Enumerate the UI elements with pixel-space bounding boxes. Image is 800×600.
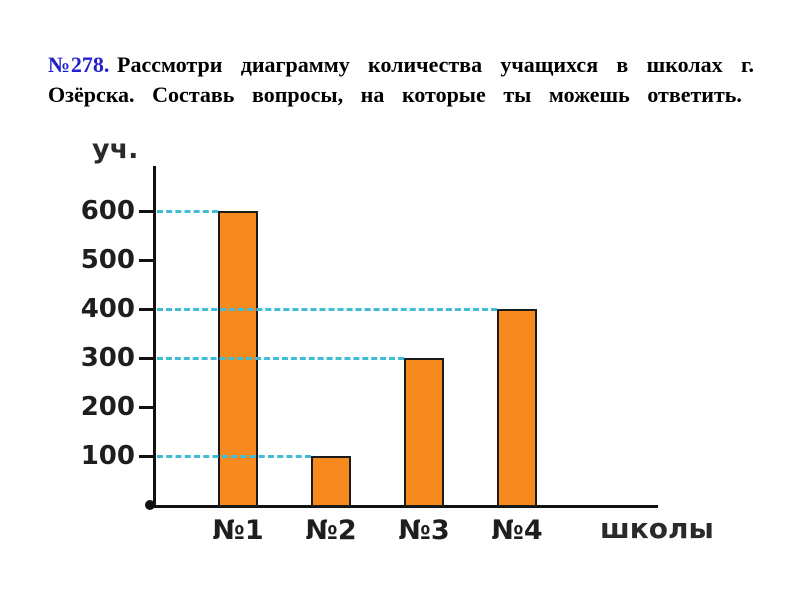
y-axis-label: уч. [92,134,139,165]
y-tick-label: 300 [80,343,135,373]
y-tick-label: 100 [80,441,135,471]
y-tick [139,308,155,311]
task-number: №278. [48,52,110,77]
y-tick [139,357,155,360]
y-tick-label: 400 [80,294,135,324]
value-gridline [157,210,218,213]
x-category-label: №4 [491,515,543,546]
bar-school-4 [497,309,537,507]
task-text: №278. Рассмотри диаграмму количества учащ… [48,50,754,111]
origin-dot [145,500,155,510]
x-axis-label: школы [600,512,714,545]
x-category-label: №2 [305,515,357,546]
value-gridline [157,455,311,458]
y-axis-line [153,166,156,508]
y-tick [139,406,155,409]
y-tick [139,210,155,213]
value-gridline [157,308,497,311]
x-category-label: №3 [398,515,450,546]
y-tick [139,259,155,262]
y-tick [139,455,155,458]
y-tick-label: 500 [80,245,135,275]
y-tick-label: 600 [80,196,135,226]
x-category-label: №1 [212,515,264,546]
y-tick-label: 200 [80,392,135,422]
task-body: Рассмотри диаграмму количества учащихся … [48,52,754,108]
bar-school-2 [311,456,351,507]
value-gridline [157,357,404,360]
bar-school-3 [404,358,444,507]
bar-chart: уч. школы 100 200 300 400 500 600 №1 №2 №3 №4 [0,130,800,600]
